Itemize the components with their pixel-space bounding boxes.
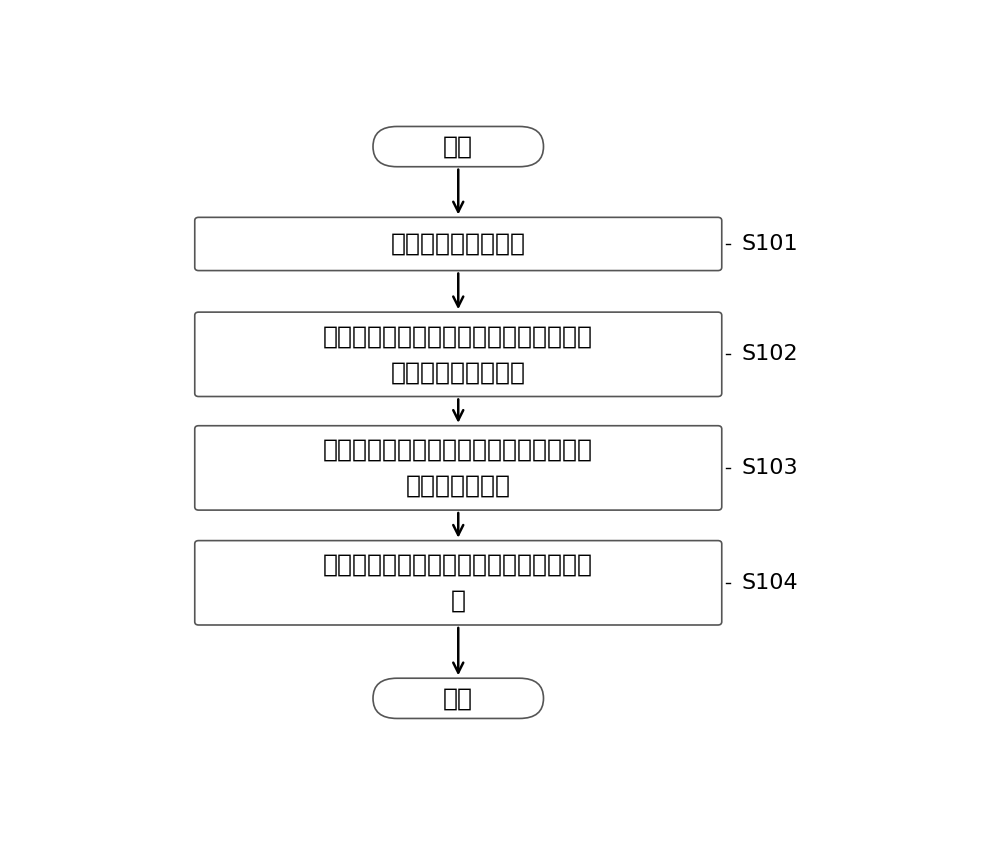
- Text: 将所述告警条件发送给智能变电站监控系: 将所述告警条件发送给智能变电站监控系: [323, 553, 593, 577]
- FancyBboxPatch shape: [373, 126, 544, 167]
- Text: 开始: 开始: [443, 135, 473, 158]
- Text: 站设备相对应的元件: 站设备相对应的元件: [391, 361, 526, 384]
- Text: S101: S101: [741, 234, 798, 254]
- Text: 结束: 结束: [443, 686, 473, 711]
- Text: 接受对所述元件的编辑，生成由所述元件: 接受对所述元件的编辑，生成由所述元件: [323, 438, 593, 462]
- FancyBboxPatch shape: [373, 679, 544, 718]
- Text: S103: S103: [741, 458, 798, 478]
- Text: S104: S104: [741, 572, 798, 593]
- Text: 统: 统: [451, 589, 466, 613]
- Text: S102: S102: [741, 344, 798, 364]
- Text: 描述的告警条件: 描述的告警条件: [406, 474, 511, 498]
- Text: 生成与所述变电站配置文件所配置的变电: 生成与所述变电站配置文件所配置的变电: [323, 325, 593, 348]
- FancyBboxPatch shape: [195, 540, 722, 625]
- FancyBboxPatch shape: [195, 217, 722, 271]
- FancyBboxPatch shape: [195, 426, 722, 510]
- Text: 接收变电站配置文件: 接收变电站配置文件: [391, 232, 526, 256]
- FancyBboxPatch shape: [195, 312, 722, 396]
